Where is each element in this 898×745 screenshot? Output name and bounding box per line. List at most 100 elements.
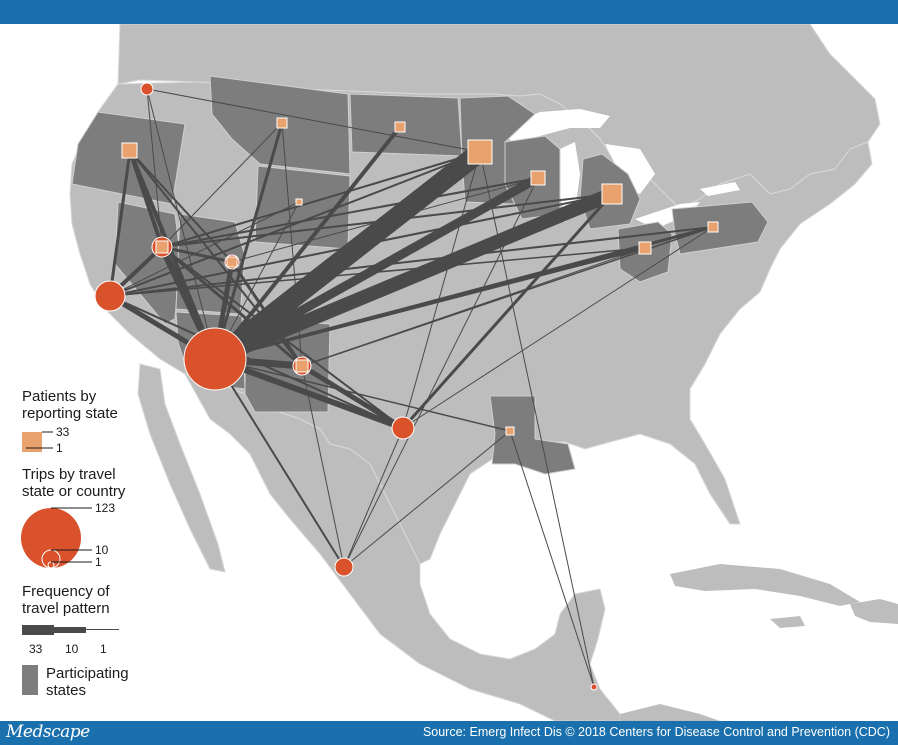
legend-frequency-bar-33 [22,625,54,635]
route-michigan-california [109,193,613,297]
route-wisconsin-mexico [343,177,539,568]
state-north-dakota [349,93,463,157]
trip-circle-california [94,280,126,312]
baja-california [137,363,226,573]
route-washington-minnesota [146,88,481,153]
legend-frequency-value-1: 1 [100,642,107,656]
route-minnesota-central-america [479,151,595,688]
route-washington-arizona [146,88,216,360]
legend-patients-min-value: 1 [56,441,63,455]
state-pennsylvania [671,201,769,255]
legend-patients-square-max [22,432,42,452]
trip-circle-arizona [183,327,247,391]
patients-square-michigan [601,183,623,205]
travel-routes [107,88,715,688]
route-montana-nevada [161,122,283,248]
legend-participating-label: Participating states [46,665,129,699]
legend-symbols [21,431,119,695]
route-wisconsin-nevada [161,177,539,248]
patients-square-louisiana [505,426,515,436]
patients-square-oregon [121,142,138,159]
legend-trips-max-value: 123 [95,501,116,515]
cuba [670,564,860,606]
legend-patients-title-line1: Patients by [22,388,97,405]
route-washington-nevada [146,88,163,248]
route-arizona-north-dakota [213,125,402,361]
route-arizona-minnesota [205,142,490,369]
route-ohio-new-mexico [301,247,646,367]
route-wyoming-california [109,201,300,297]
route-minnesota-california [109,151,481,297]
route-montana-new-mexico [281,122,303,367]
route-louisiana-mexico [343,430,511,568]
state-louisiana [489,395,576,475]
route-ohio-california [109,247,646,297]
legend-trips-min-value: 1 [95,555,102,569]
legend-frequency-title-line1: Frequency of [22,583,110,600]
header-bar [0,0,898,24]
legend-patients-square-min [22,448,26,452]
route-texas-mexico [343,427,404,568]
patients-square-minnesota [467,139,493,165]
route-oregon-nevada [128,149,164,249]
legend-frequency-bar-1 [86,629,119,630]
patients-square-montana [276,117,288,129]
patients-square-ohio [638,241,652,255]
patients-square-pennsylvania [707,221,719,233]
route-nevada-new-mexico [160,245,304,368]
route-minnesota-nevada [161,151,481,248]
route-arizona-michigan [208,187,619,366]
lake-huron [605,144,655,194]
patients-square-nevada [155,240,169,254]
route-louisiana-central-america [509,430,595,688]
legend-trips-title: Trips by travel state or country [22,466,125,500]
patients-square-north-dakota [394,121,406,133]
legend-patients-title-line2: reporting state [22,405,118,422]
legend-patients-max-value: 33 [56,425,70,439]
route-nevada-utah [160,245,234,264]
medscape-logo: Medscape [6,722,90,742]
lake-ontario [700,182,740,196]
lake-superior [500,109,610,142]
trip-circle-texas [391,416,415,440]
route-utah-new-mexico [230,260,304,368]
legend-frequency-title-line2: travel pattern [22,600,110,617]
route-arizona-montana [213,121,284,361]
route-arizona-louisiana [214,358,511,432]
route-pennsylvania-texas [402,226,714,429]
route-wisconsin-utah [231,177,539,263]
patients-square-new-mexico [295,359,309,373]
patients-square-wyoming [295,198,303,206]
route-arizona-texas [212,356,406,431]
legend-trips-mid-value: 10 [95,543,109,557]
legend-trips-circle-max [21,508,81,568]
legend-participating-label-line2: states [46,682,87,699]
reporting-states [121,117,719,436]
legend-frequency-value-33: 33 [29,642,43,656]
legend-participating-label-line1: Participating [46,665,129,682]
route-michigan-texas [401,192,614,430]
source-credit: Source: Emerg Infect Dis © 2018 Centers … [422,725,890,739]
patients-square-wisconsin [530,170,546,186]
legend-trips-title-line2: state or country [22,483,126,500]
central-america [620,704,720,721]
mexico-landmass [183,373,621,721]
jamaica [770,616,805,628]
trip-circle-washington [140,82,154,96]
route-oregon-california [108,149,132,298]
patients-square-utah [226,256,238,268]
route-california-texas [109,295,404,429]
hispaniola [850,599,898,624]
trip-circle-central-america [590,683,598,691]
legend-frequency-value-10: 10 [65,642,79,656]
travel-map [0,24,898,721]
legend-frequency-bar-10 [54,627,86,633]
route-new-mexico-mexico [301,365,345,568]
legend-patients-title: Patients by reporting state [22,388,118,422]
trip-circle-mexico [334,557,354,577]
route-michigan-nevada [161,193,613,248]
legend-trips-title-line1: Trips by travel [22,466,116,483]
route-minnesota-texas [402,151,481,429]
route-arizona-mexico [214,358,345,568]
